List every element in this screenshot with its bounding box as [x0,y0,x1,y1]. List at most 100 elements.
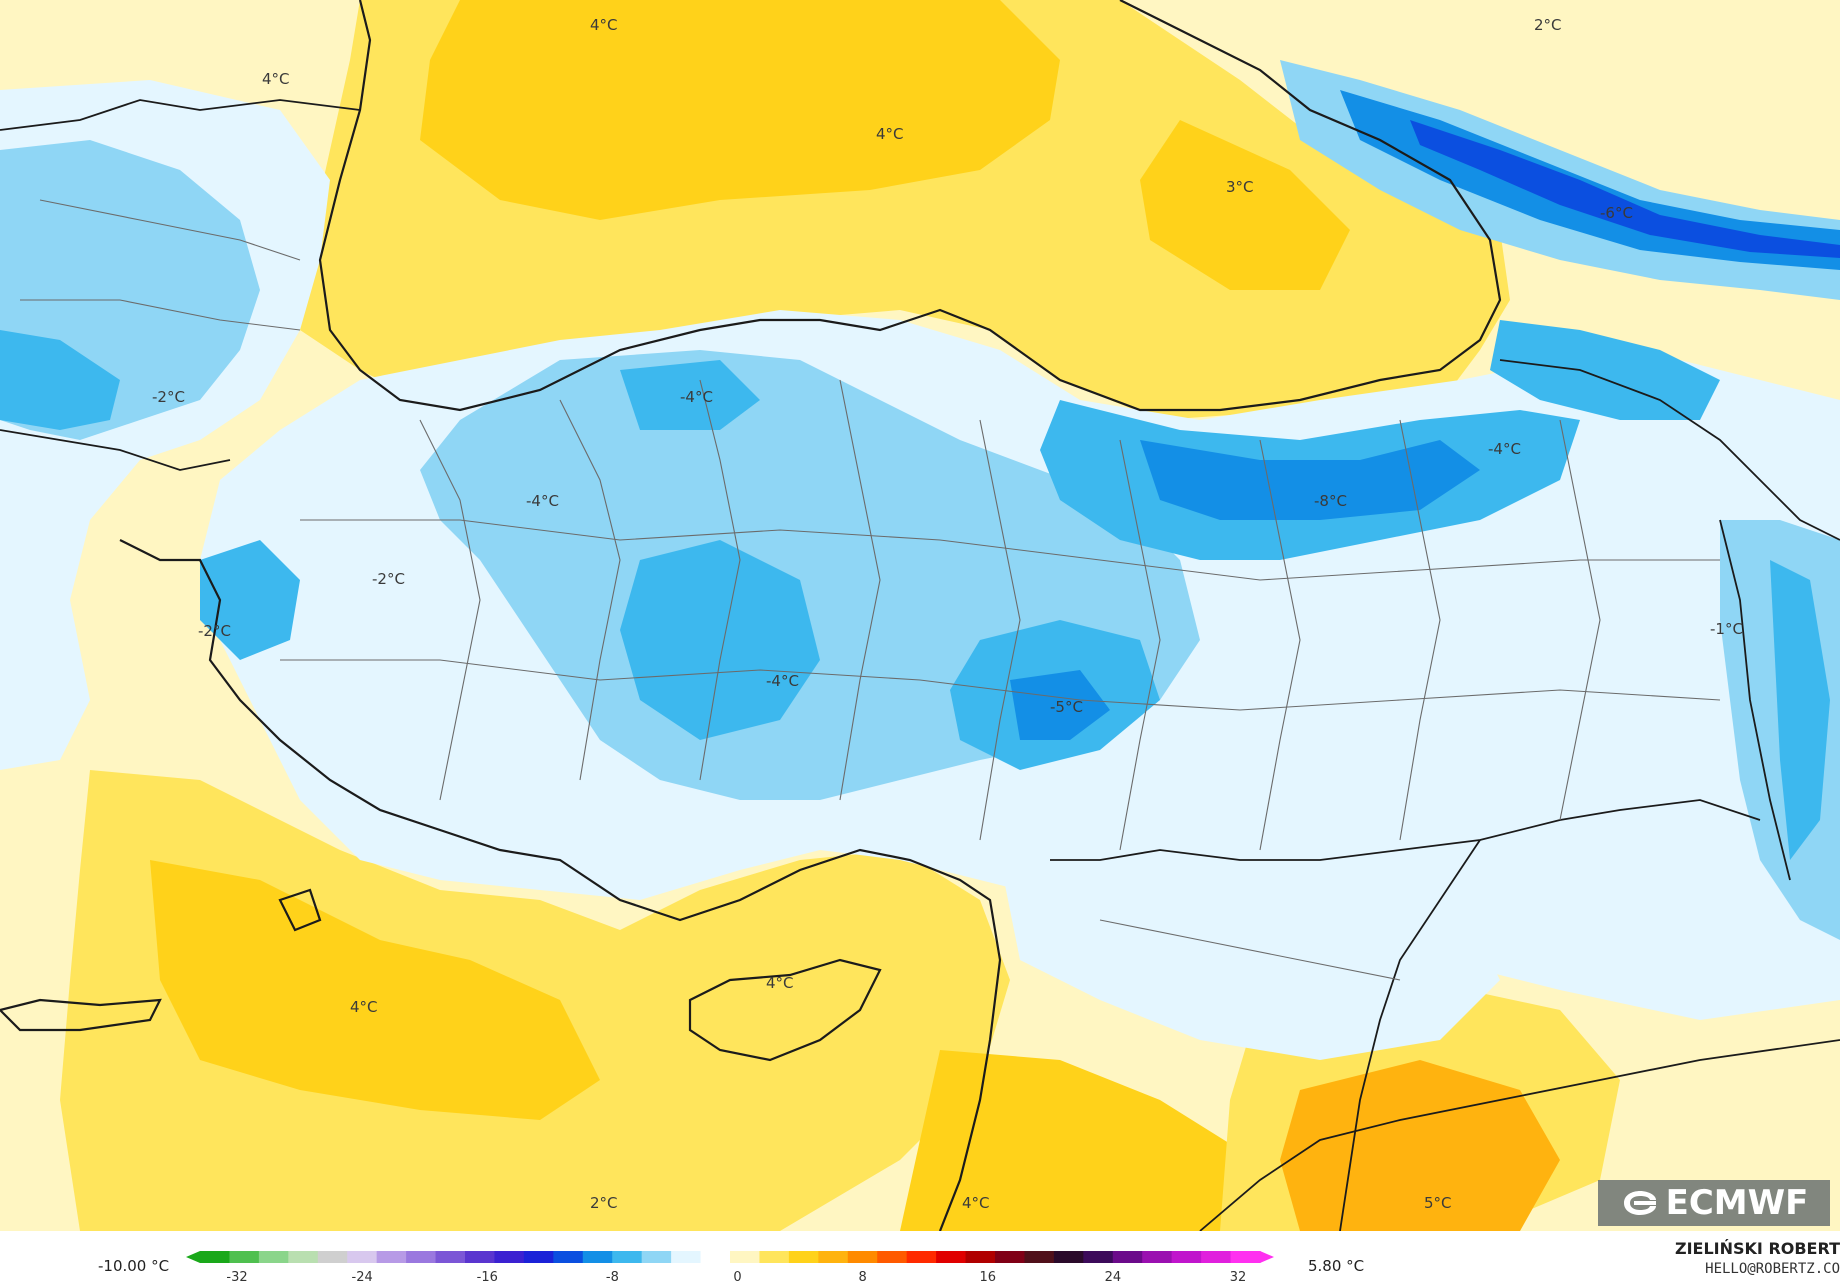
ecmwf-logo: ECMWF [1598,1180,1830,1226]
colorbar-segment [406,1251,437,1263]
colorbar-tick-label: -16 [477,1270,498,1285]
balkans-cold-mid-field [0,330,120,430]
colorbar-tick-label: 24 [1105,1270,1122,1285]
map-canvas[interactable]: 4°C 4°C 4°C 3°C 2°C -6°C -2°C -4°C -4°C … [0,0,1840,1231]
central-cold-mid-field [620,540,820,740]
levant-warm-field [900,1050,1300,1231]
colorbar-canvas: -32 -24 -16 -8 0 8 16 24 32 -10.00 °C 5.80 °C [98,1251,1364,1285]
syria-cold-light-field [1000,850,1500,1060]
colorbar-tick-label: -32 [226,1270,247,1285]
colorbar-segment [288,1251,319,1263]
colorbar-segment [1083,1251,1114,1263]
ecmwf-logo-text: ECMWF [1665,1183,1809,1223]
west-cold-mid-field [200,540,300,660]
country-borders [0,99,1840,1231]
isotherm-label-cyprus: 4°C [766,974,794,992]
colorbar-segment [1024,1251,1055,1263]
isotherm-label-iran-border: -1°C [1710,620,1743,638]
colorbar-ticks: -32 -24 -16 -8 0 8 16 24 32 [226,1270,1246,1285]
colorbar-segment [965,1251,996,1263]
black-sea-east-field [1140,120,1350,290]
colorbar-segment [1230,1251,1261,1263]
colorbar-segment [347,1251,378,1263]
colorbar-legend: -32 -24 -16 -8 0 8 16 24 32 -10.00 °C 5.80 °C [0,1231,1840,1287]
colorbar-segment [995,1251,1026,1263]
author-email: HELLO@ROBERTZ.CO [1705,1261,1840,1277]
colorbar-min-label: -10.00 °C [98,1257,169,1275]
isotherm-label-libya-sea: 2°C [590,1194,618,1212]
colorbar-segment [553,1251,584,1263]
isotherm-label-aegean-coast: -2°C [198,622,231,640]
colorbar-segment [229,1251,260,1263]
colorbar-segment [582,1251,613,1263]
colorbar-segment [759,1251,790,1263]
colorbar-segment [465,1251,496,1263]
colorbar-segment [788,1251,819,1263]
colorbar-segment [1171,1251,1202,1263]
colorbar-segment [818,1251,849,1263]
isotherm-label-balkans-north: 4°C [262,70,290,88]
colorbar-segment [435,1251,466,1263]
colorbar-tick-label: 32 [1230,1270,1247,1285]
colorbar-segment [200,1251,231,1263]
isotherm-label-aegean-inland: -2°C [372,570,405,588]
isotherm-label-caucasus-north: 2°C [1534,16,1562,34]
colorbar-segment [700,1251,731,1263]
isotherm-label-levant: 4°C [962,1194,990,1212]
caucasus-cold-strong-field [1340,90,1840,270]
isotherm-label-thrace: -2°C [152,388,185,406]
author-name: ZIELIŃSKI ROBERT [1674,1239,1840,1258]
admin-borders [20,199,1721,981]
colorbar-tick-label: 8 [858,1270,866,1285]
isotherm-label-black-sea-west: 4°C [590,16,618,34]
isotherm-label-erzurum: -8°C [1314,492,1347,510]
colorbar-segment [906,1251,937,1263]
colorbar-segment [671,1251,702,1263]
isotherm-label-black-sea-east: 3°C [1226,178,1254,196]
isotherm-label-caucasus-cold: -6°C [1600,204,1633,222]
colorbar-segment [523,1251,554,1263]
coastlines [0,0,1502,1231]
colorbar-max-label: 5.80 °C [1308,1257,1364,1275]
colorbar-segment [1112,1251,1143,1263]
isotherm-label-iraq: 5°C [1424,1194,1452,1212]
colorbar-segment [847,1251,878,1263]
north-cold-mid-field [620,360,760,430]
colorbar-segment [317,1251,348,1263]
isotherm-label-northeast-cold: -4°C [1488,440,1521,458]
isotherm-label-marmara-south: -4°C [526,492,559,510]
colorbar-tick-label: 0 [733,1270,741,1285]
isotherm-label-black-sea-center: 4°C [876,125,904,143]
colorbar-segment [936,1251,967,1263]
colorbar-segment [494,1251,525,1263]
colorbar-max-arrow [1260,1251,1274,1263]
isotherm-label-central-anatolia: -4°C [766,672,799,690]
southeast-cold-strong-field [1010,670,1110,740]
colorbar-tick-label: -24 [352,1270,373,1285]
erzurum-cold-strong-field [1140,440,1480,520]
iran-border-cold-mid-field [1770,560,1830,860]
colorbar-segment [641,1251,672,1263]
colorbar-min-arrow [186,1251,200,1263]
isotherm-label-southeast-cold: -5°C [1050,698,1083,716]
colorbar-segment [1201,1251,1232,1263]
kartli-cold-field [1490,320,1720,420]
colorbar-segment [376,1251,407,1263]
isotherm-label-north-anatolia: -4°C [680,388,713,406]
mediterranean-strong-field [150,860,600,1120]
black-sea-strong-field [420,0,1060,220]
colorbar-segment [1142,1251,1173,1263]
caucasus-cold-deep-field [1410,120,1840,258]
colorbar-tick-label: 16 [979,1270,996,1285]
colorbar-segment [612,1251,643,1263]
colorbar-bar [186,1251,1274,1263]
colorbar-segment [1053,1251,1084,1263]
colorbar-segment [258,1251,289,1263]
colorbar-segment [730,1251,761,1263]
isotherm-label-mediterranean-west: 4°C [350,998,378,1016]
temperature-map[interactable]: 4°C 4°C 4°C 3°C 2°C -6°C -2°C -4°C -4°C … [0,0,1840,1231]
ecmwf-swirl-icon [1623,1191,1656,1215]
colorbar-segment [877,1251,908,1263]
colorbar-tick-label: -8 [606,1270,619,1285]
isotherm-labels: 4°C 4°C 4°C 3°C 2°C -6°C -2°C -4°C -4°C … [152,16,1743,1212]
